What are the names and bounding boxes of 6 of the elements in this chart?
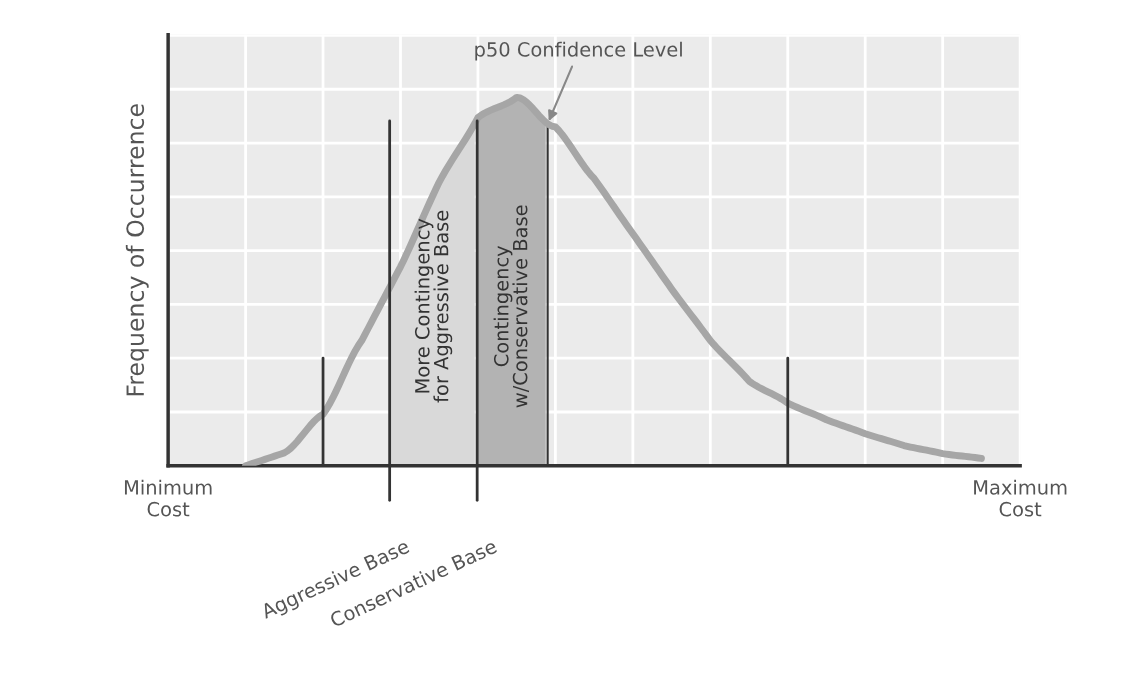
annotation: Contingency w/Conservative Base: [493, 205, 529, 408]
x-tick-label: Minimum Cost: [124, 479, 212, 517]
y-axis-title: Frequency of Occurrence: [125, 104, 149, 396]
x-tick-label: Maximum Cost: [974, 479, 1067, 517]
text: p50 Confidence Level: [475, 41, 682, 61]
annotation: More Contingency for Aggressive Base: [414, 210, 453, 403]
